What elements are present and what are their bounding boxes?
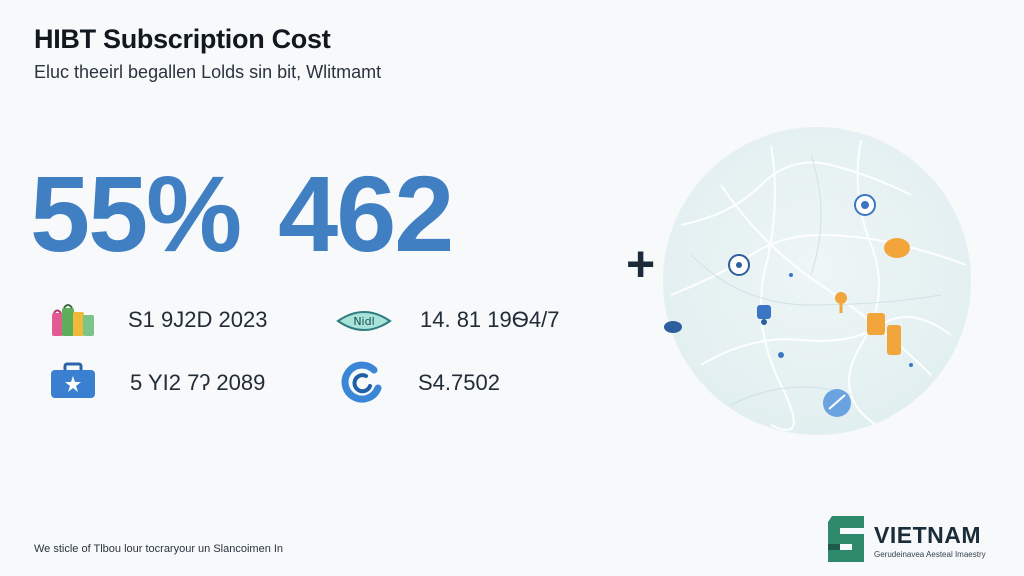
big-stats: 55% 462: [30, 153, 454, 274]
brand-mark-icon: [828, 516, 864, 562]
stat-value: 5 YI2 7ʔ 2089: [130, 370, 266, 395]
big-stat-count: 462: [278, 153, 454, 274]
stat-value: S1 9Ј2D 2023: [128, 307, 268, 332]
refresh-circle-icon: [340, 360, 384, 411]
brand-tagline: Gerudeinavea Aesteal Imaestry: [874, 550, 986, 559]
speech-bubble-icon: Nidl: [332, 305, 396, 342]
page-title: HIBT Subscription Cost: [34, 24, 331, 54]
map-pin-icon: [823, 389, 851, 417]
map-pin-icon: [867, 313, 901, 355]
stat-row-1: S1 9Ј2D 2023: [128, 307, 267, 333]
speech-bubble-label: Nidl: [353, 315, 374, 328]
brand-logo: VIETNAM Gerudeinavea Aesteal Imaestry: [824, 514, 996, 564]
stat-row-3: 5 YI2 7ʔ 2089: [130, 370, 265, 396]
map-pin-icon: [854, 194, 876, 216]
briefcase-icon: [49, 362, 97, 405]
map-pin-icon: [664, 321, 682, 333]
page-subtitle: Eluc theeirl begallen Lolds sin bit, Wli…: [34, 62, 382, 82]
plus-symbol: +: [626, 236, 656, 292]
big-stat-percent: 55%: [30, 153, 242, 274]
stat-value: 14. 81 19Ѳ4/7: [420, 307, 560, 332]
map-pin-icon: [835, 292, 847, 313]
map-pin-icon: [728, 254, 750, 276]
stat-row-2: 14. 81 19Ѳ4/7: [420, 307, 559, 333]
map-pin-icon: [757, 305, 771, 325]
map-illustration: [661, 125, 973, 437]
map-pin-icon: [884, 238, 910, 258]
stat-value: S4.7502: [418, 370, 500, 395]
footer-text: We sticle of Tlbou lour tocraryour un Sl…: [34, 543, 284, 555]
brand-name: VIETNAM: [874, 522, 981, 548]
gift-bags-icon: [50, 303, 96, 344]
stat-row-4: S4.7502: [418, 370, 500, 396]
